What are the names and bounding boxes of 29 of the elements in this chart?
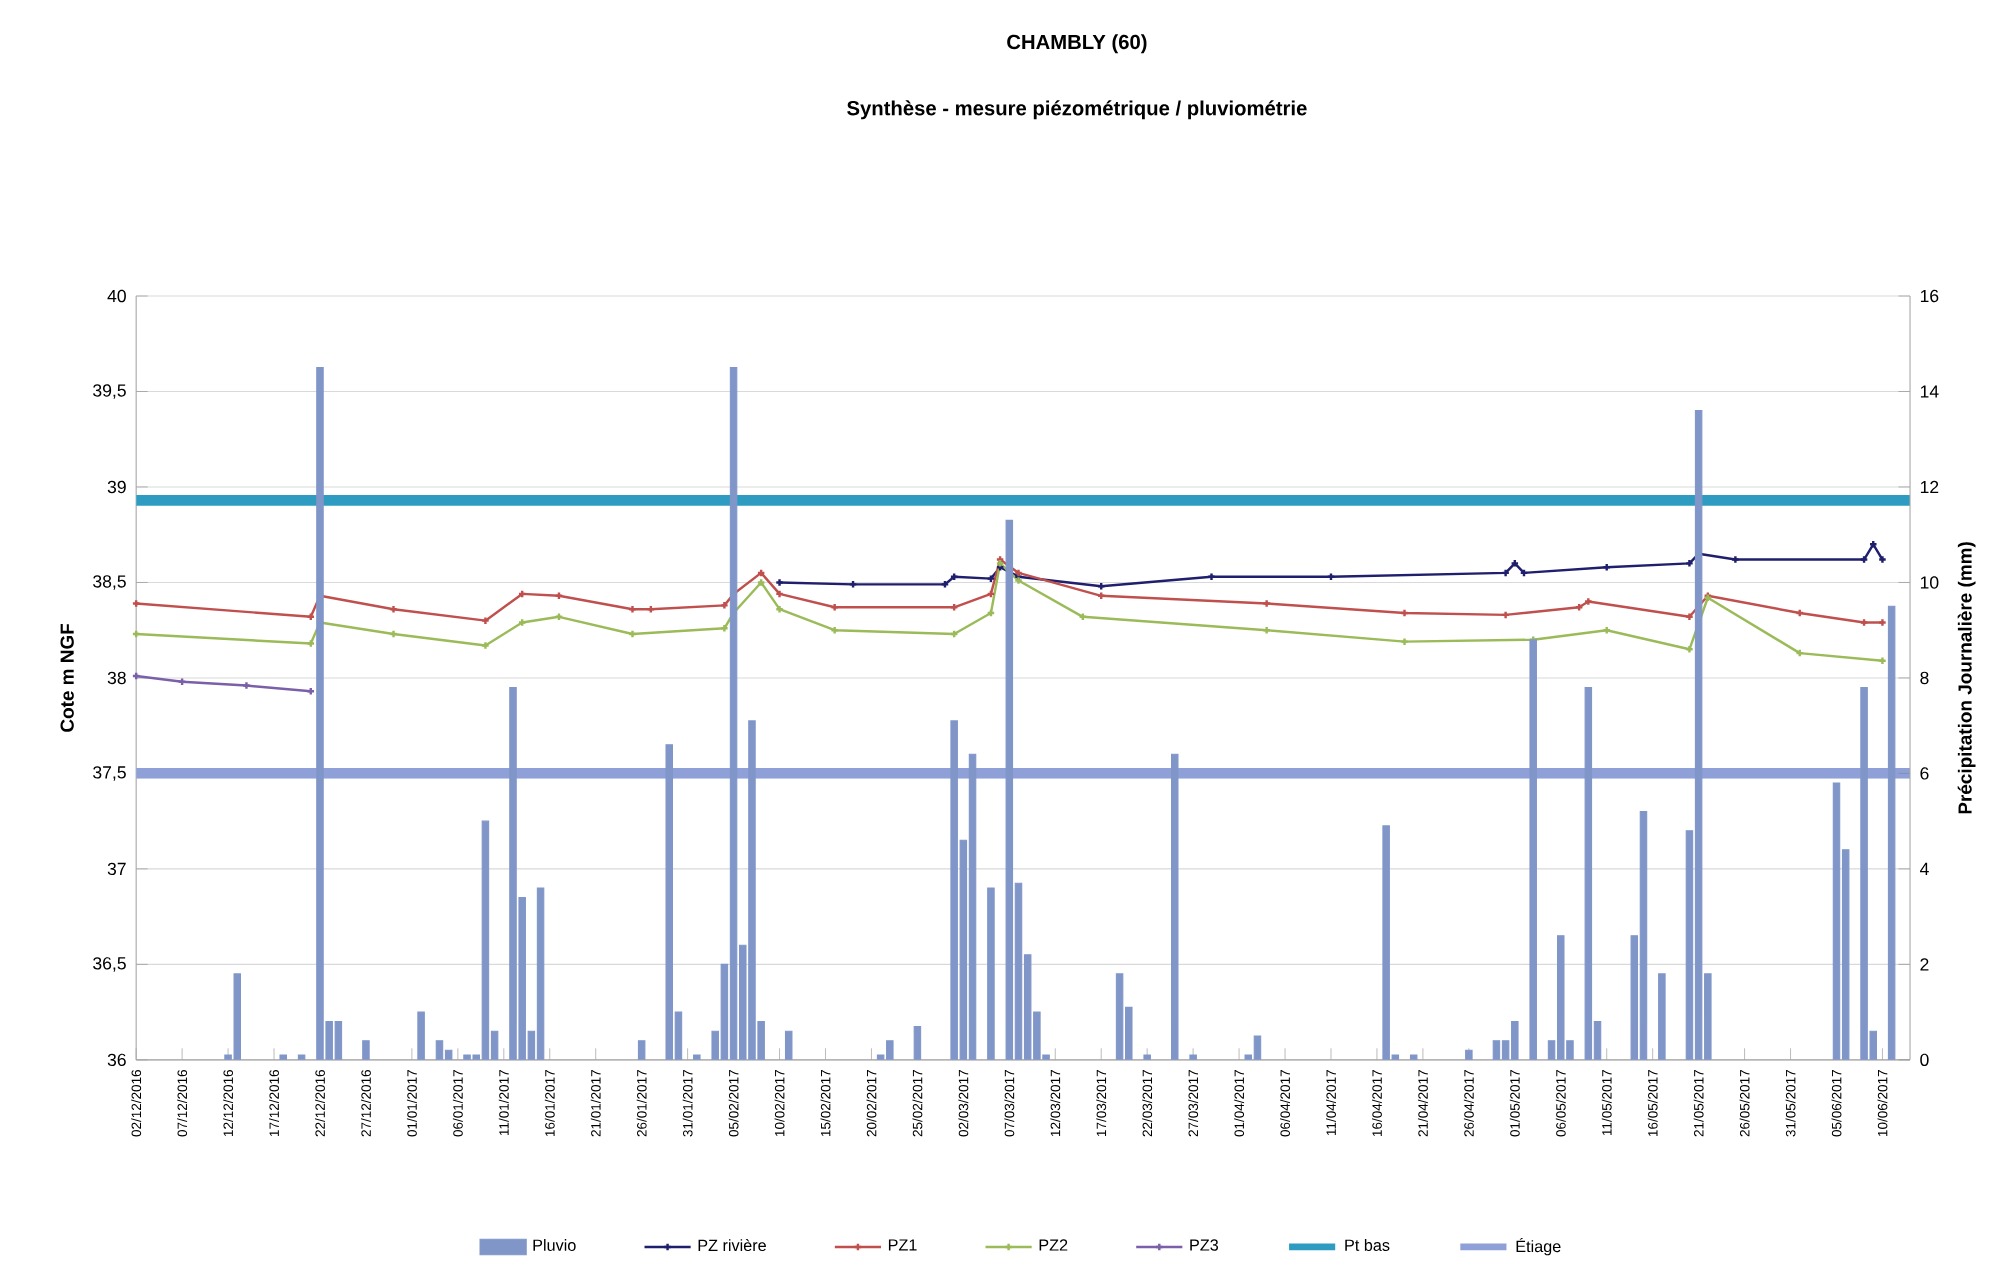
y-tick-label: 36 xyxy=(107,1053,126,1067)
y2-tick-label: 6 xyxy=(1920,767,1929,780)
y2-tick-label: 8 xyxy=(1920,671,1929,685)
y-tick-label: 39 xyxy=(107,480,126,494)
legend-label: PZ rivière xyxy=(698,1238,766,1252)
y-tick-label: 38,5 xyxy=(93,575,126,590)
legend-label: Pluvio xyxy=(533,1239,576,1252)
y2-tick-label: 4 xyxy=(1920,862,1929,875)
y2-tick-label: 2 xyxy=(1920,958,1929,971)
y-tick-label: 37,5 xyxy=(93,766,126,781)
legend-label: PZ2 xyxy=(1039,1239,1068,1251)
y2-tick-label: 14 xyxy=(1920,385,1939,398)
legend-label: Étiage xyxy=(1516,1237,1561,1256)
y-tick-label: 39,5 xyxy=(93,384,126,399)
y-tick-label: 40 xyxy=(107,289,126,303)
chart-title: CHAMBLY (60) xyxy=(1007,34,1147,54)
y-axis-title: Cote m NGF xyxy=(60,623,74,732)
y-tick-label: 38 xyxy=(107,671,126,685)
chart-subtitle: Synthèse - mesure piézométrique / pluviométrie xyxy=(847,100,1307,120)
y2-tick-label: 10 xyxy=(1920,576,1939,589)
y-tick-label: 37 xyxy=(107,862,126,876)
legend-label: Pt bas xyxy=(1345,1239,1390,1252)
legend-label: PZ3 xyxy=(1190,1239,1219,1251)
y2-tick-label: 12 xyxy=(1920,480,1939,494)
legend-label: PZ1 xyxy=(888,1239,917,1251)
y2-tick-label: 16 xyxy=(1920,289,1939,303)
y2-axis-title: Précipitation Journalière (mm) xyxy=(1957,542,1976,814)
y2-tick-label: 0 xyxy=(1920,1053,1929,1067)
y-tick-label: 36,5 xyxy=(93,957,126,972)
